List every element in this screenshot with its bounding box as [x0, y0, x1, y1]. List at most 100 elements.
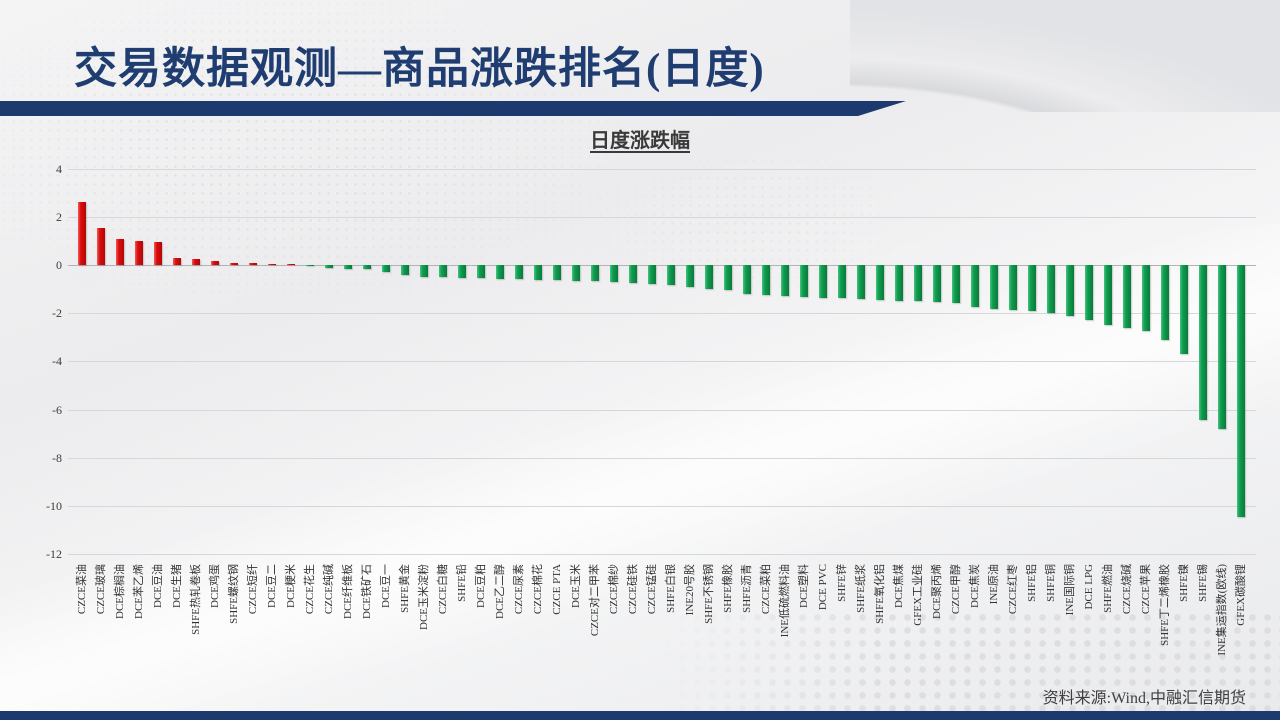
x-axis-label: DCE焦煤	[892, 564, 905, 608]
bar	[837, 265, 846, 299]
bar	[115, 238, 124, 265]
y-axis-tick-label: -12	[46, 547, 62, 562]
bar	[1141, 265, 1150, 332]
gridline	[68, 506, 1256, 507]
x-axis-label: CZCE短纤	[246, 564, 259, 615]
x-axis-label: DCE PVC	[816, 564, 829, 611]
x-axis-label: INE20号胶	[683, 564, 696, 616]
bar	[761, 265, 770, 296]
x-axis-label: DCE豆油	[151, 564, 164, 608]
bar	[875, 265, 884, 300]
x-axis-label: DCE玉米	[569, 564, 582, 608]
x-axis-label: SHFE锡	[1196, 564, 1209, 602]
x-axis-label: DCE乙二醇	[493, 564, 506, 619]
bar	[153, 242, 162, 265]
bar	[248, 263, 257, 265]
y-axis-tick-label: 2	[56, 209, 62, 224]
bar	[742, 265, 751, 294]
bar	[267, 264, 276, 265]
bar	[172, 258, 181, 265]
bar	[324, 265, 333, 268]
bar	[666, 265, 675, 285]
bar	[704, 265, 713, 290]
chart-title: 日度涨跌幅	[590, 130, 690, 152]
y-axis-tick-label: 0	[56, 258, 62, 272]
x-axis-label: CZCE棉花	[531, 564, 544, 615]
x-axis-label: CZCE苹果	[1139, 564, 1152, 615]
x-axis-label: CZCE尿素	[512, 564, 525, 615]
x-axis-label: INE集运指数(欧线)	[1215, 564, 1228, 656]
gridline	[68, 313, 1256, 315]
bar	[628, 265, 637, 284]
bar	[590, 265, 599, 282]
x-axis-label: SHFE铅	[455, 564, 468, 602]
bar	[932, 265, 941, 302]
bar	[609, 265, 618, 282]
bar	[951, 265, 960, 303]
x-axis-label: SHFE热轧卷板	[189, 564, 202, 635]
hex-pattern-bottomright	[660, 611, 1280, 711]
x-axis-label: SHFE丁二烯橡胶	[1158, 564, 1171, 646]
x-axis-label: GFEX碳酸锂	[1234, 564, 1247, 626]
bar	[1217, 265, 1226, 429]
gridline	[68, 216, 1256, 218]
bar	[1027, 265, 1036, 312]
bar	[780, 265, 789, 297]
gridline	[68, 409, 1256, 411]
bar	[229, 263, 238, 265]
x-axis-label: CZCE烧碱	[1120, 564, 1133, 615]
x-axis-label: SHFE氧化铝	[873, 564, 886, 624]
x-axis-label: GFEX工业硅	[911, 564, 924, 626]
bar	[533, 265, 542, 280]
x-axis-label: INE低硫燃料油	[778, 564, 791, 638]
x-axis-label: CZCE对二甲苯	[588, 564, 601, 637]
page-title: 交易数据观测—商品涨跌排名(日度)	[74, 46, 765, 93]
bar	[286, 264, 295, 265]
x-axis-label: SHFE沥青	[740, 564, 753, 613]
x-axis-label: DCE聚丙烯	[930, 564, 943, 619]
bar	[514, 265, 523, 280]
bar	[381, 265, 390, 273]
bar	[913, 265, 922, 302]
source-note: 资料来源:Wind,中融汇信期货	[1042, 690, 1246, 707]
bar	[476, 265, 485, 279]
x-axis-label: DCE鸡蛋	[208, 564, 221, 608]
bar	[723, 265, 732, 290]
bar	[457, 265, 466, 278]
x-axis-label: DCE棕榈油	[113, 564, 126, 619]
bar	[1122, 265, 1131, 328]
bar	[96, 227, 105, 265]
x-axis-label: DCE焦炭	[968, 564, 981, 608]
bar	[552, 265, 561, 281]
bar	[362, 265, 371, 270]
y-axis-tick-label: -8	[52, 450, 62, 465]
zero-axis-line	[68, 265, 1256, 266]
bar	[647, 265, 656, 285]
bar	[1084, 265, 1093, 321]
x-axis-label: CZCE PTA	[550, 564, 563, 615]
x-axis-label: CZCE玻璃	[94, 564, 107, 615]
x-axis-label: DCE铁矿石	[360, 564, 373, 619]
x-axis-label: SHFE不锈钢	[702, 564, 715, 624]
y-axis-tick-label: 4	[56, 161, 62, 176]
bar	[856, 265, 865, 300]
x-axis-label: DCE生猪	[170, 564, 183, 608]
bar	[134, 240, 143, 265]
bar	[970, 265, 979, 307]
x-axis-label: CZCE纯碱	[322, 564, 335, 615]
x-axis-label: CZCE红枣	[1006, 564, 1019, 615]
gridline	[68, 361, 1256, 363]
bar	[989, 265, 998, 310]
x-axis-label: CZCE花生	[303, 564, 316, 615]
x-axis-label: DCE苯乙烯	[132, 564, 145, 619]
bar	[1008, 265, 1017, 310]
x-axis-label: SHFE橡胶	[721, 564, 734, 613]
x-axis-label: CZCE甲醇	[949, 564, 962, 615]
x-axis-label: DCE粳米	[284, 564, 297, 608]
bar	[1160, 265, 1169, 341]
x-axis-label: DCE豆二	[265, 564, 278, 608]
x-axis-label: SHFE螺纹钢	[227, 564, 240, 624]
x-axis-label: SHFE铝	[1025, 564, 1038, 602]
